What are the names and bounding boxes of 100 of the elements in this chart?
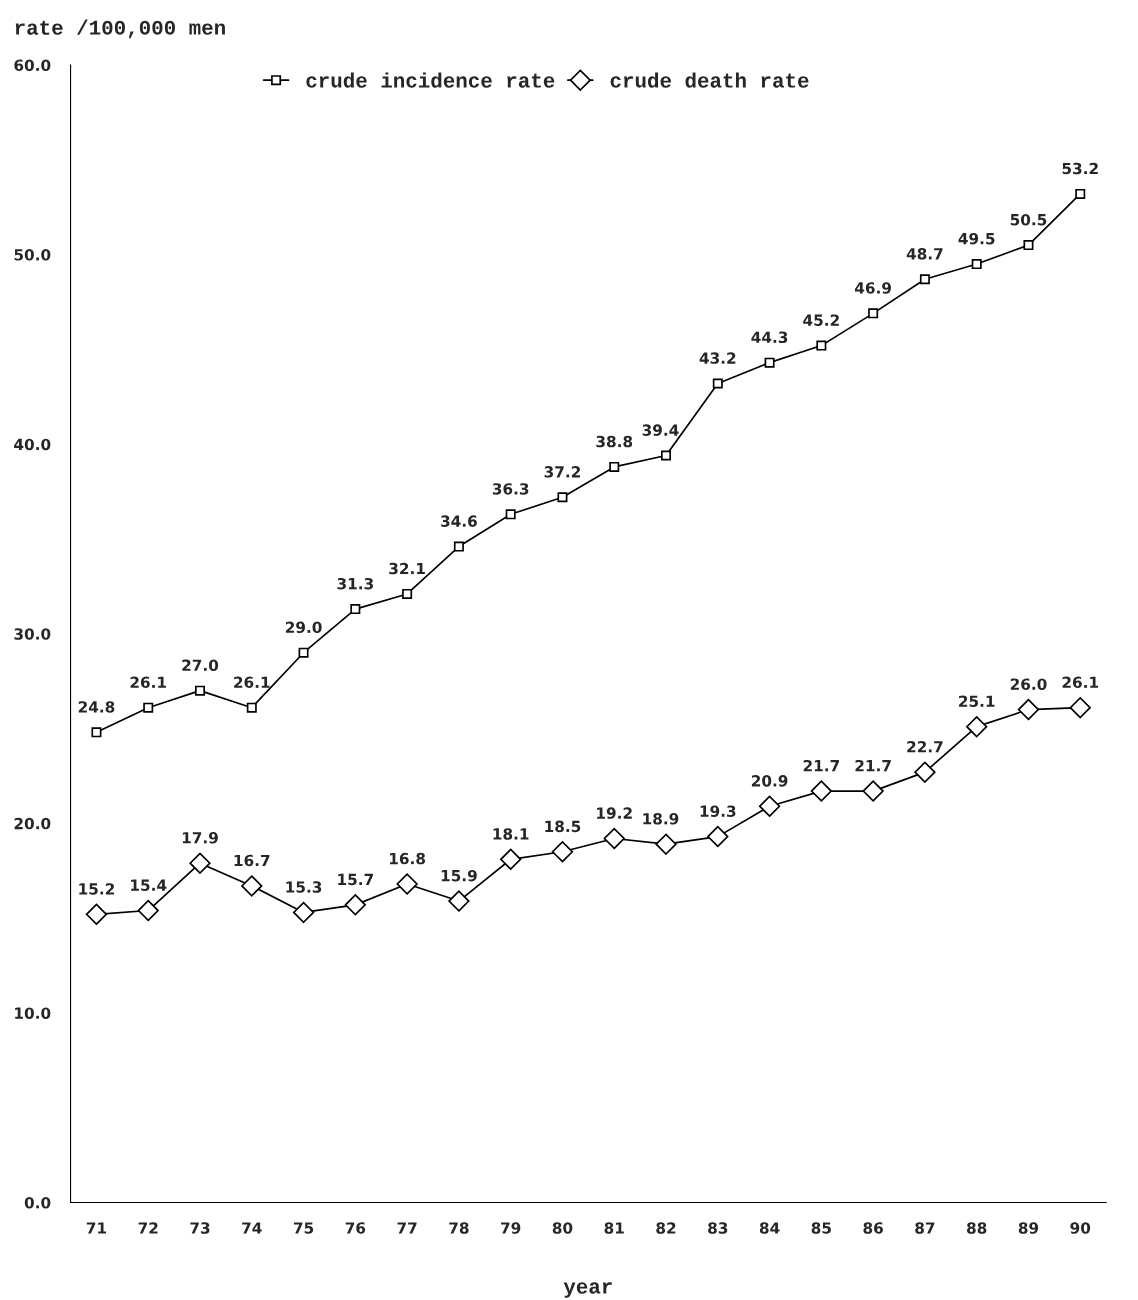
point [453, 541, 464, 552]
point [402, 588, 413, 599]
point [505, 509, 516, 520]
point [500, 848, 522, 871]
point [914, 761, 936, 783]
x-tick-label: 84 [759, 1222, 780, 1234]
point [609, 461, 620, 472]
point [707, 825, 729, 848]
point [816, 340, 827, 351]
data-label: 39.4 [642, 424, 679, 436]
data-label: 36.3 [492, 483, 529, 495]
x-tick-label: 71 [86, 1222, 107, 1234]
data-label: 50.5 [1010, 213, 1047, 226]
data-label: 16.8 [390, 852, 426, 865]
point [195, 685, 206, 696]
point [448, 890, 470, 912]
x-tick-label: 89 [1018, 1222, 1039, 1234]
x-tick-label: 79 [501, 1222, 521, 1234]
point [551, 841, 574, 863]
x-tick-label: 86 [863, 1222, 883, 1234]
x-tick-label: 78 [449, 1222, 469, 1234]
data-label: 15.4 [131, 879, 167, 891]
data-label: 16.7 [234, 854, 270, 867]
y-tick-label: 0.0 [24, 1196, 51, 1209]
x-tick-label: 73 [190, 1222, 210, 1234]
data-label: 21.7 [803, 759, 839, 772]
y-tick-label: 60.0 [14, 59, 51, 72]
data-label: 19.2 [597, 807, 632, 819]
data-label: 49.5 [958, 232, 995, 245]
point [137, 899, 159, 922]
point [862, 780, 884, 802]
point [1023, 240, 1034, 251]
x-tick-label: 74 [242, 1222, 262, 1234]
data-label: 29.0 [285, 621, 322, 634]
x-tick-label: 82 [656, 1222, 676, 1234]
point [85, 903, 108, 925]
point [971, 259, 982, 270]
data-label: 25.1 [959, 695, 995, 708]
point [298, 647, 309, 658]
data-label: 20.9 [751, 775, 788, 787]
data-label: 53.2 [1062, 162, 1098, 175]
point [603, 827, 625, 850]
legend-label: crude death rate [610, 72, 809, 88]
data-label: 18.5 [545, 820, 581, 833]
data-label: 19.3 [700, 805, 736, 817]
point [241, 875, 263, 897]
data-label: 26.1 [1062, 676, 1099, 689]
x-tick-label: 72 [138, 1222, 158, 1234]
point [758, 795, 781, 817]
y-tick-label: 30.0 [14, 628, 51, 640]
data-label: 15.7 [338, 873, 373, 886]
point [557, 492, 568, 503]
point [91, 727, 102, 738]
point [919, 274, 930, 285]
point [143, 702, 154, 713]
y-tick-label: 20.0 [14, 817, 51, 830]
x-tick-label: 77 [397, 1222, 417, 1234]
point [712, 378, 723, 389]
x-tick-label: 81 [604, 1222, 624, 1234]
data-label: 18.1 [493, 828, 529, 840]
data-label: 45.2 [803, 314, 839, 326]
data-label: 44.3 [751, 331, 788, 344]
data-label: 37.2 [544, 466, 580, 478]
y-tick-label: 10.0 [15, 1007, 51, 1019]
x-tick-label: 88 [966, 1222, 987, 1234]
point [764, 357, 775, 368]
data-label: 24.8 [78, 701, 115, 713]
data-label: 38.8 [596, 435, 633, 448]
point [1069, 697, 1091, 719]
data-label: 26.1 [130, 676, 167, 689]
data-label: 48.7 [906, 248, 943, 260]
data-label: 15.3 [286, 881, 322, 893]
point [344, 894, 366, 916]
x-tick-label: 83 [708, 1222, 728, 1234]
point [966, 715, 988, 738]
x-tick-label: 87 [915, 1222, 935, 1234]
point [1017, 698, 1040, 721]
data-label: 17.9 [182, 831, 218, 844]
x-tick-label: 80 [552, 1222, 573, 1234]
legend-label: crude incidence rate [306, 72, 555, 88]
data-label: 21.7 [855, 759, 891, 772]
data-label: 34.6 [441, 515, 477, 527]
point [396, 873, 418, 895]
point [810, 780, 833, 802]
x-tick-label: 90 [1070, 1222, 1091, 1234]
x-tick-label: 85 [811, 1222, 831, 1234]
data-label: 43.2 [699, 352, 736, 364]
point [655, 833, 677, 855]
point [661, 450, 672, 461]
x-tick-label: 76 [345, 1222, 366, 1234]
data-label: 46.9 [854, 282, 891, 294]
data-label: 15.9 [441, 869, 477, 882]
data-label: 15.2 [79, 883, 114, 895]
point [189, 852, 211, 874]
y-axis-title: rate /100,000 men [15, 19, 225, 39]
data-label: 18.9 [643, 813, 679, 825]
data-label: 26.0 [1010, 678, 1047, 690]
data-label: 27.0 [182, 659, 219, 671]
point [868, 308, 879, 319]
data-label: 31.3 [337, 577, 373, 590]
